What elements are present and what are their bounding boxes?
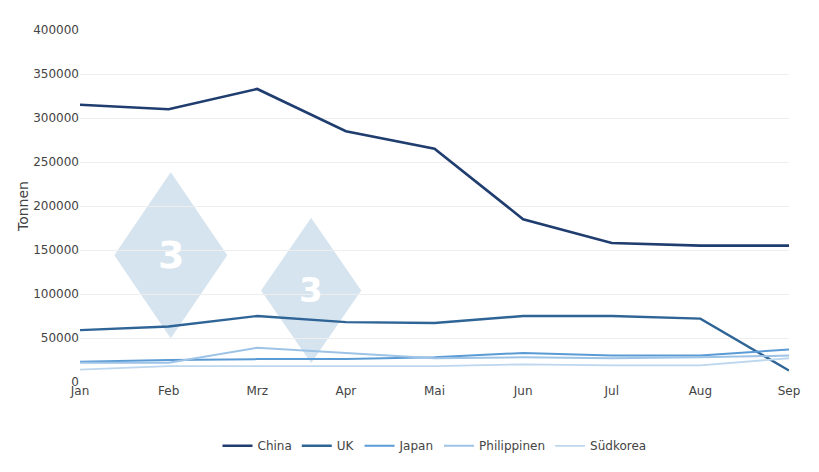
svg-text:Feb: Feb bbox=[158, 384, 179, 398]
svg-text:Jun: Jun bbox=[513, 384, 533, 398]
svg-text:150000: 150000 bbox=[33, 243, 79, 257]
svg-text:Jul: Jul bbox=[604, 384, 619, 398]
svg-text:50000: 50000 bbox=[41, 331, 79, 345]
svg-text:Mai: Mai bbox=[424, 384, 445, 398]
svg-text:Südkorea: Südkorea bbox=[590, 439, 646, 453]
svg-text:0: 0 bbox=[71, 375, 79, 389]
svg-text:Aug: Aug bbox=[689, 384, 712, 398]
svg-text:China: China bbox=[258, 439, 292, 453]
svg-text:Mrz: Mrz bbox=[246, 384, 268, 398]
svg-text:Tonnen: Tonnen bbox=[15, 181, 31, 232]
svg-text:Apr: Apr bbox=[335, 384, 356, 398]
svg-text:Jan: Jan bbox=[70, 384, 90, 398]
svg-text:350000: 350000 bbox=[33, 67, 79, 81]
svg-text:Japan: Japan bbox=[399, 439, 433, 453]
svg-text:Philippinen: Philippinen bbox=[479, 439, 545, 453]
svg-text:300000: 300000 bbox=[33, 111, 79, 125]
svg-text:Sep: Sep bbox=[778, 384, 801, 398]
svg-text:250000: 250000 bbox=[33, 155, 79, 169]
svg-text:UK: UK bbox=[337, 439, 355, 453]
svg-text:3: 3 bbox=[299, 270, 323, 310]
svg-text:400000: 400000 bbox=[33, 23, 79, 37]
svg-text:200000: 200000 bbox=[33, 199, 79, 213]
svg-text:3: 3 bbox=[158, 233, 184, 277]
svg-text:100000: 100000 bbox=[33, 287, 79, 301]
